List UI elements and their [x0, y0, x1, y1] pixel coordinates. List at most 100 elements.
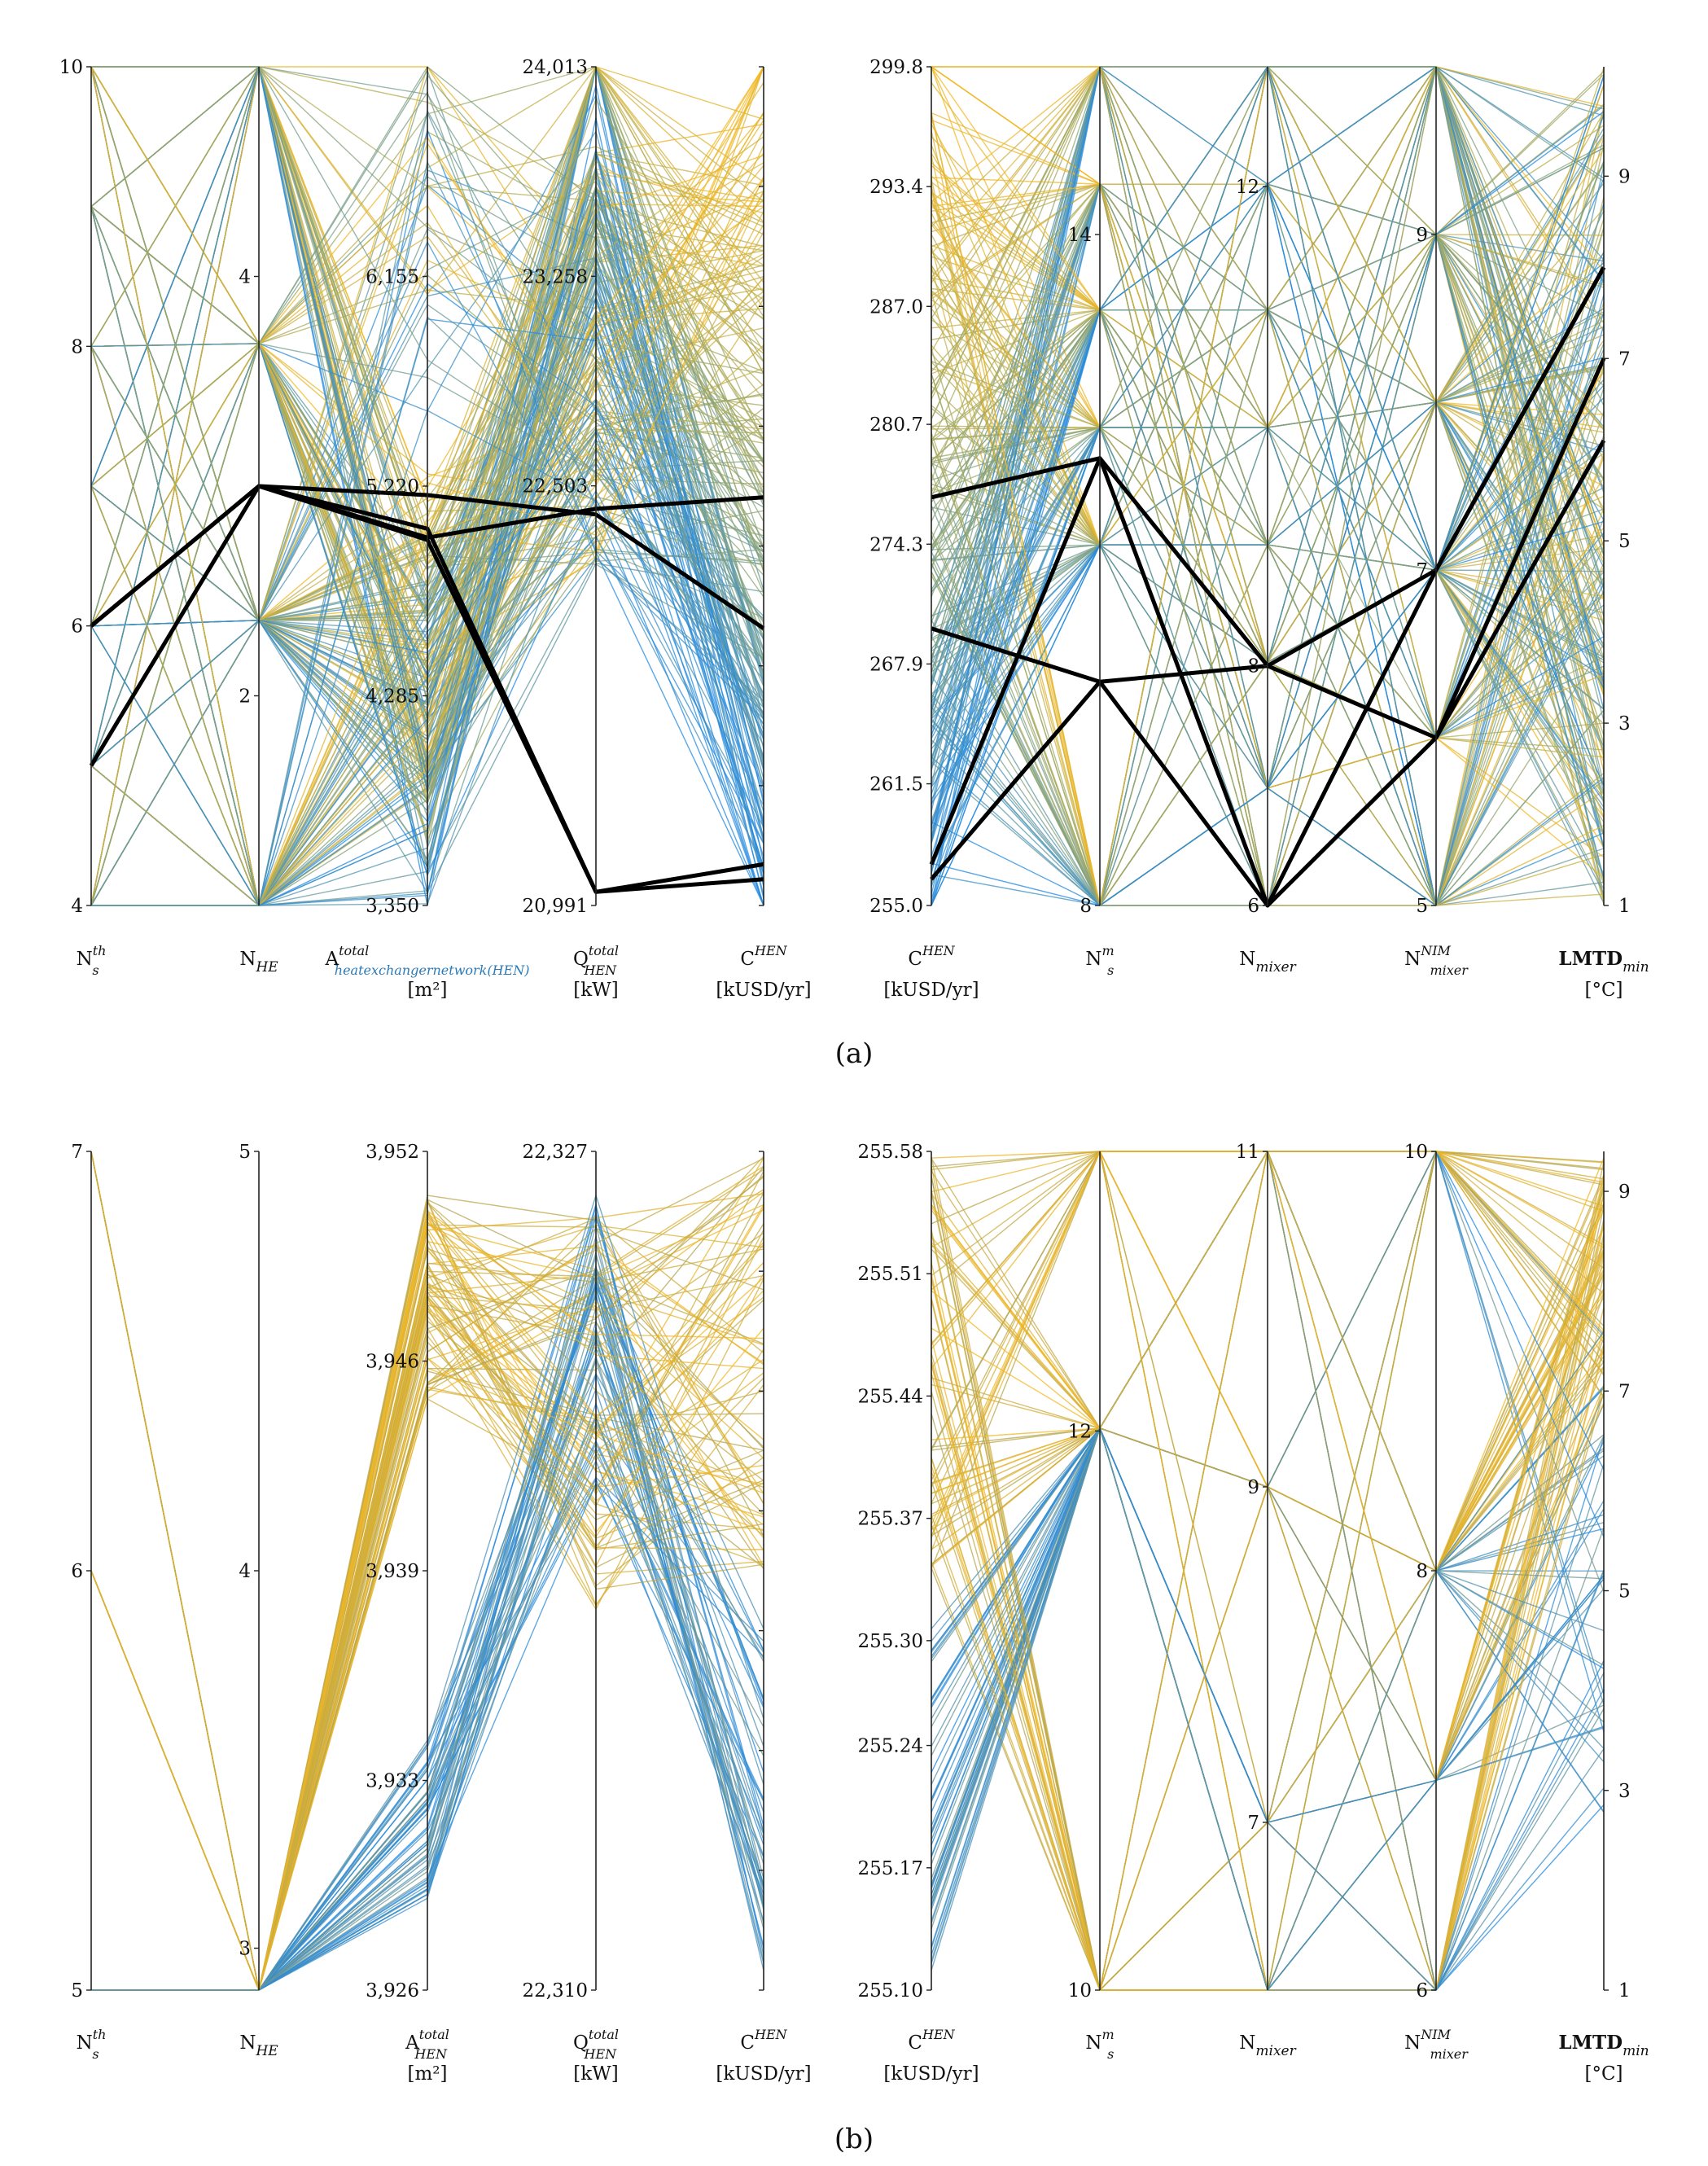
axis-label-sup: th — [93, 2027, 107, 2042]
tick-label-C_HEN: 255.0 — [869, 896, 923, 917]
axis-label-main: Q — [573, 949, 589, 970]
tick-label-LMTD: 5 — [1618, 1581, 1631, 1603]
tick-label-A_total: 3,926 — [366, 1980, 419, 2002]
tick-label-Q_total: 22,310 — [523, 1980, 588, 2002]
axis-label-main: A — [325, 949, 339, 970]
axis-unit-C_HEN: [kUSD/yr] — [716, 980, 811, 1001]
tick-label-LMTD: 9 — [1618, 166, 1631, 187]
tick-label-NHE: 5 — [239, 1142, 251, 1163]
axis-label-Ns_th: Nth s — [77, 943, 107, 978]
tick-label-C_HEN: 287.0 — [869, 296, 923, 318]
tick-label-Ns_th: 5 — [71, 1980, 83, 2002]
tick-label-NHE: 4 — [239, 1561, 251, 1582]
axis-unit-Q_total: [kW] — [573, 980, 619, 1001]
axis-label-main: N — [1404, 2032, 1421, 2054]
tick-label-N_mixer: 7 — [1247, 1813, 1259, 1834]
axis-label-main: N — [1239, 949, 1255, 970]
axis-label-C_HEN: CHEN — [740, 943, 787, 970]
tick-label-Ns_th: 4 — [71, 896, 83, 917]
axis-label-sup: total — [589, 2027, 619, 2042]
axis-label-main: A — [405, 2032, 419, 2054]
axis-label-Ns_m: Nm s — [1085, 943, 1114, 978]
axis-label-sub: mixer — [1430, 962, 1469, 978]
tick-label-C_HEN: 293.4 — [869, 177, 923, 198]
tick-label-C_HEN: 255.30 — [858, 1631, 923, 1652]
axis-label-N_mixer: Nmixer — [1239, 2032, 1296, 2059]
axis-label-main: C — [740, 949, 755, 970]
axis-label-main: C — [740, 2032, 755, 2054]
tick-label-Q_total: 22,327 — [523, 1142, 588, 1163]
tick-label-N_NIM: 6 — [1416, 1980, 1428, 2002]
axis-label-LMTD: LMTDmin — [1558, 948, 1649, 976]
tick-label-A_total: 3,946 — [366, 1352, 419, 1373]
axis-label-sup: total — [339, 943, 369, 958]
tick-label-N_NIM: 5 — [1416, 896, 1428, 917]
axis-label-LMTD: LMTDmin — [1558, 2032, 1649, 2059]
axis-label-sub: mixer — [1255, 959, 1296, 976]
tick-label-C_HEN: 255.58 — [858, 1142, 923, 1163]
panel-label-a: (a) — [835, 1037, 874, 1070]
tick-label-LMTD: 5 — [1618, 531, 1631, 552]
axis-label-sub: HEN — [584, 962, 618, 978]
axis-label-sub: s — [92, 2046, 99, 2062]
axis-unit-LMTD: [°C] — [1584, 2063, 1623, 2085]
axis-label-Q_total: Qtotal HEN — [573, 2027, 619, 2062]
tick-label-A_total: 6,155 — [366, 267, 419, 288]
tick-label-C_HEN: 255.37 — [858, 1509, 923, 1530]
tick-label-Q_total: 24,013 — [523, 57, 588, 78]
tick-label-C_HEN: 255.51 — [858, 1264, 923, 1285]
axis-label-sup: th — [93, 943, 107, 958]
tick-label-A_total: 3,952 — [366, 1142, 419, 1163]
tick-label-Ns_th: 8 — [71, 336, 83, 357]
axis-label-A_total: Atotal heatexchangernetwork(HEN) — [325, 943, 530, 978]
axis-label-main: C — [908, 2032, 922, 2054]
axis-unit-A_total: [m²] — [408, 2063, 448, 2085]
tick-label-LMTD: 3 — [1618, 1781, 1631, 1802]
axis-label-sup: HEN — [754, 943, 788, 958]
axis-label-main: LMTD — [1558, 948, 1623, 970]
axis-label-sup: HEN — [922, 2027, 956, 2042]
tick-label-NHE: 3 — [239, 1939, 251, 1960]
axis-label-sup: NIM — [1420, 943, 1451, 958]
axis-unit-A_total: [m²] — [408, 980, 448, 1001]
axis-label-sup: NIM — [1420, 2027, 1451, 2042]
tick-label-A_total: 3,939 — [366, 1561, 419, 1582]
axis-label-main: LMTD — [1558, 2032, 1623, 2054]
tick-label-N_mixer: 8 — [1247, 656, 1259, 677]
axis-label-sub: mixer — [1430, 2046, 1469, 2062]
tick-label-Ns_m: 8 — [1080, 896, 1092, 917]
axis-label-sup: m — [1101, 943, 1114, 958]
axis-label-main: Q — [573, 2032, 589, 2054]
axis-label-main: N — [1404, 949, 1421, 970]
axis-label-N_NIM: NNIM mixer — [1404, 943, 1469, 978]
tick-label-LMTD: 1 — [1618, 1980, 1631, 2002]
tick-label-Ns_m: 14 — [1068, 225, 1092, 246]
axis-label-C_HEN: CHEN — [908, 2027, 955, 2054]
axis-label-C_HEN: CHEN — [908, 943, 955, 970]
axis-label-sub: HE — [255, 2043, 278, 2059]
axis-label-main: N — [1085, 2032, 1101, 2054]
tick-label-Ns_th: 6 — [71, 616, 83, 638]
tick-label-LMTD: 3 — [1618, 713, 1631, 734]
tick-label-C_HEN: 255.24 — [858, 1736, 923, 1757]
tick-label-C_HEN: 255.44 — [858, 1386, 923, 1407]
tick-label-LMTD: 7 — [1618, 349, 1631, 370]
axis-label-sub: s — [1107, 2046, 1114, 2062]
axis-label-main: C — [908, 949, 922, 970]
tick-label-N_mixer: 11 — [1236, 1142, 1259, 1163]
tick-label-N_mixer: 6 — [1247, 896, 1259, 917]
tick-label-LMTD: 9 — [1618, 1182, 1631, 1203]
axis-label-sup: HEN — [922, 943, 956, 958]
axis-label-sup: m — [1101, 2027, 1114, 2042]
tick-label-A_total: 5,220 — [366, 476, 419, 498]
tick-label-Q_total: 22,503 — [523, 476, 588, 498]
axis-label-Q_total: Qtotal HEN — [573, 943, 619, 978]
axis-unit-LMTD: [°C] — [1584, 980, 1623, 1001]
tick-label-Ns_th: 6 — [71, 1561, 83, 1582]
axis-label-N_NIM: NNIM mixer — [1404, 2027, 1469, 2062]
panel-label-b: (b) — [834, 2123, 874, 2155]
axis-unit-C_HEN: [kUSD/yr] — [716, 2063, 811, 2085]
